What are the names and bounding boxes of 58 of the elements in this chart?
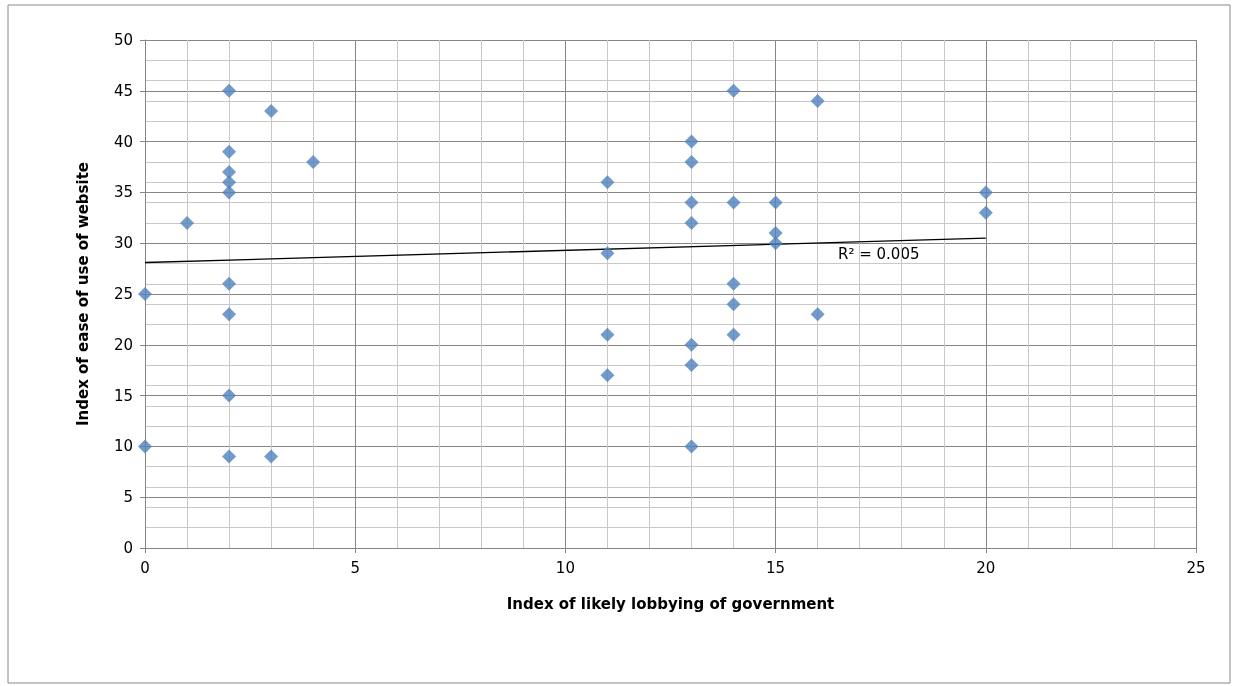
- point: [222, 449, 237, 464]
- point: [684, 154, 699, 169]
- point: [222, 165, 237, 180]
- point: [222, 144, 237, 159]
- x-tick-label: 5: [350, 558, 360, 577]
- point: [222, 307, 237, 322]
- x-tick-label: 15: [766, 558, 786, 577]
- point: [684, 215, 699, 230]
- point: [768, 226, 783, 241]
- point: [978, 205, 993, 220]
- x-tick-label: 20: [976, 558, 996, 577]
- point: [768, 195, 783, 210]
- point: [306, 154, 321, 169]
- point: [264, 104, 279, 119]
- point: [726, 276, 741, 291]
- point: [600, 246, 615, 261]
- point: [222, 185, 237, 200]
- y-tick-label: 15: [113, 386, 133, 405]
- y-tick-label: 35: [113, 183, 133, 202]
- x-tick-label: 0: [140, 558, 150, 577]
- x-tick-label: 10: [555, 558, 575, 577]
- point: [684, 195, 699, 210]
- point: [222, 83, 237, 98]
- point: [726, 83, 741, 98]
- point: [768, 236, 783, 251]
- point: [138, 287, 152, 301]
- y-tick-label: 45: [113, 81, 133, 100]
- annotation: R² = 0.005: [838, 244, 920, 263]
- point: [600, 327, 615, 342]
- point: [726, 195, 741, 210]
- point: [264, 449, 279, 464]
- point: [600, 368, 615, 383]
- point: [222, 388, 237, 403]
- point: [726, 297, 741, 312]
- y-tick-label: 5: [123, 488, 133, 507]
- point: [684, 337, 699, 352]
- point: [978, 185, 993, 200]
- point: [222, 175, 237, 190]
- point: [138, 439, 152, 454]
- point: [684, 358, 699, 373]
- point: [684, 439, 699, 454]
- point: [180, 215, 195, 230]
- point: [222, 276, 237, 291]
- y-tick-label: 20: [113, 335, 133, 354]
- y-tick-label: 50: [113, 31, 133, 49]
- y-axis-title: Index of ease of use of website: [73, 161, 92, 427]
- point: [684, 134, 699, 149]
- point: [810, 307, 825, 322]
- y-tick-label: 25: [113, 285, 133, 303]
- point: [726, 327, 741, 342]
- point: [600, 175, 615, 190]
- y-tick-label: 10: [113, 437, 133, 456]
- x-tick-label: 25: [1186, 558, 1206, 577]
- y-tick-label: 0: [123, 539, 133, 557]
- x-axis-title: Index of likely lobbying of government: [506, 594, 835, 613]
- y-tick-label: 40: [113, 132, 133, 151]
- point: [810, 93, 825, 108]
- y-tick-label: 30: [113, 234, 133, 253]
